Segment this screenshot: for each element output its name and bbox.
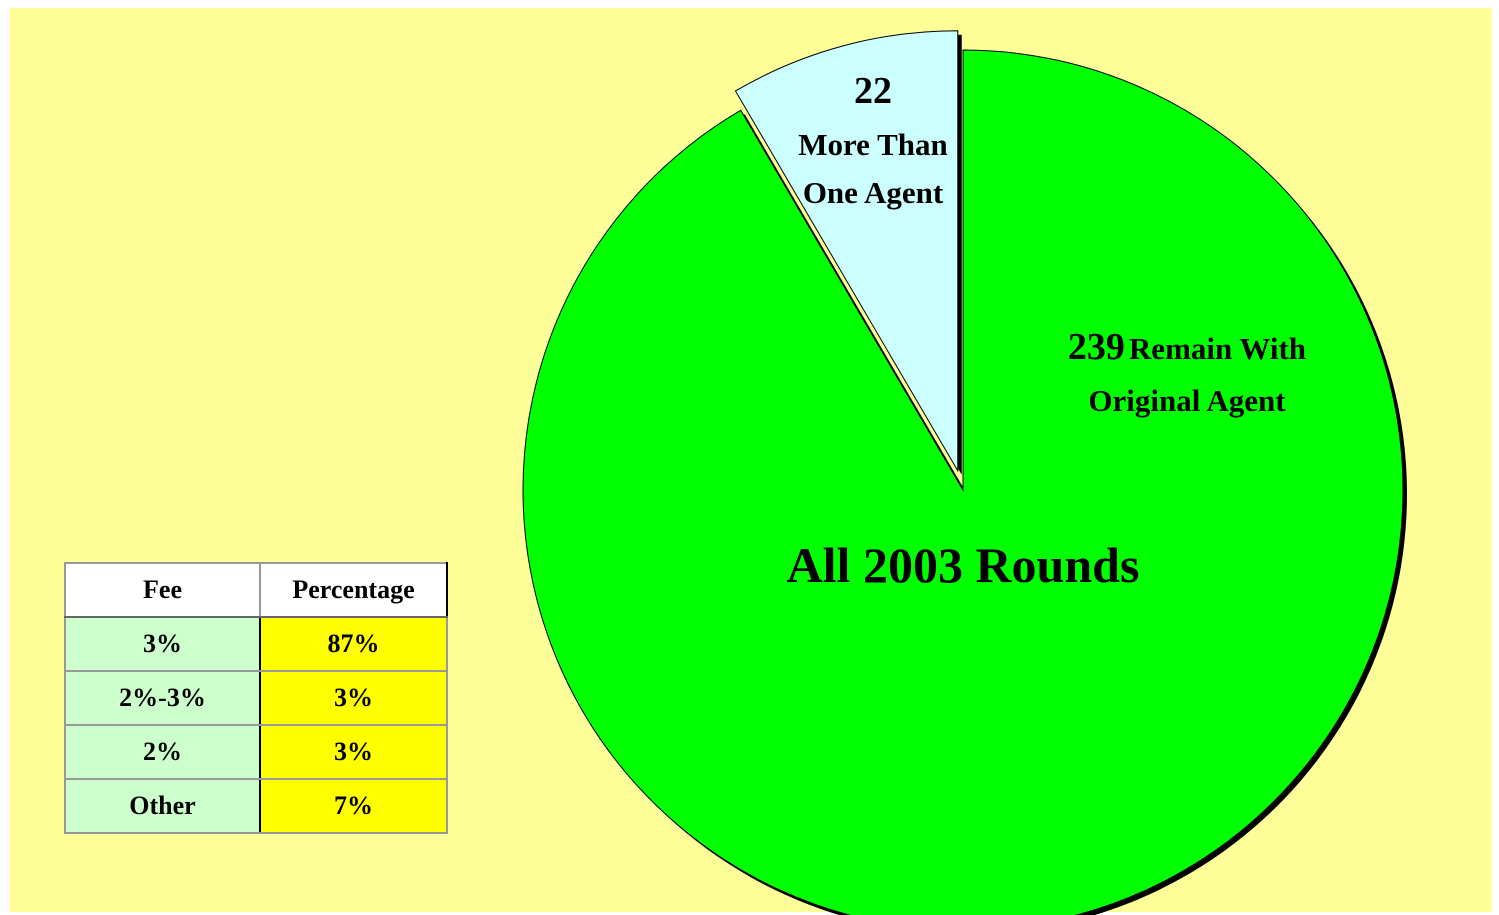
slice-label: 239 Remain With Original Agent bbox=[1017, 318, 1357, 425]
slice-label: 22 More Than One Agent bbox=[773, 62, 973, 217]
header-cell: Percentage bbox=[259, 562, 448, 618]
slice-category: More Than One Agent bbox=[798, 126, 948, 210]
table-row: 2% 3% bbox=[64, 724, 448, 780]
table-cell: 87% bbox=[259, 616, 448, 672]
table-cell: 2% bbox=[64, 724, 261, 780]
slice-value: 22 bbox=[854, 70, 892, 112]
slice-category: Remain With Original Agent bbox=[1088, 331, 1307, 418]
chart-title: All 2003 Rounds bbox=[786, 537, 1140, 593]
table-row: 3% 87% bbox=[64, 616, 448, 672]
slice-value: 239 bbox=[1067, 326, 1125, 368]
header-cell: Fee bbox=[64, 562, 261, 618]
table-row: 2%-3% 3% bbox=[64, 670, 448, 726]
header-row: Fee Percentage bbox=[64, 562, 448, 618]
table-cell: 3% bbox=[64, 616, 261, 672]
table-cell: 2%-3% bbox=[64, 670, 261, 726]
fee-table: Fee Percentage 3% 87% 2%-3% 3% 2% 3% Other 7% bbox=[64, 562, 448, 834]
table-cell: Other bbox=[64, 778, 261, 834]
table-cell: 7% bbox=[259, 778, 448, 834]
table-cell: 3% bbox=[259, 724, 448, 780]
table-cell: 3% bbox=[259, 670, 448, 726]
table-row: Other 7% bbox=[64, 778, 448, 834]
pie-slice bbox=[734, 30, 959, 473]
